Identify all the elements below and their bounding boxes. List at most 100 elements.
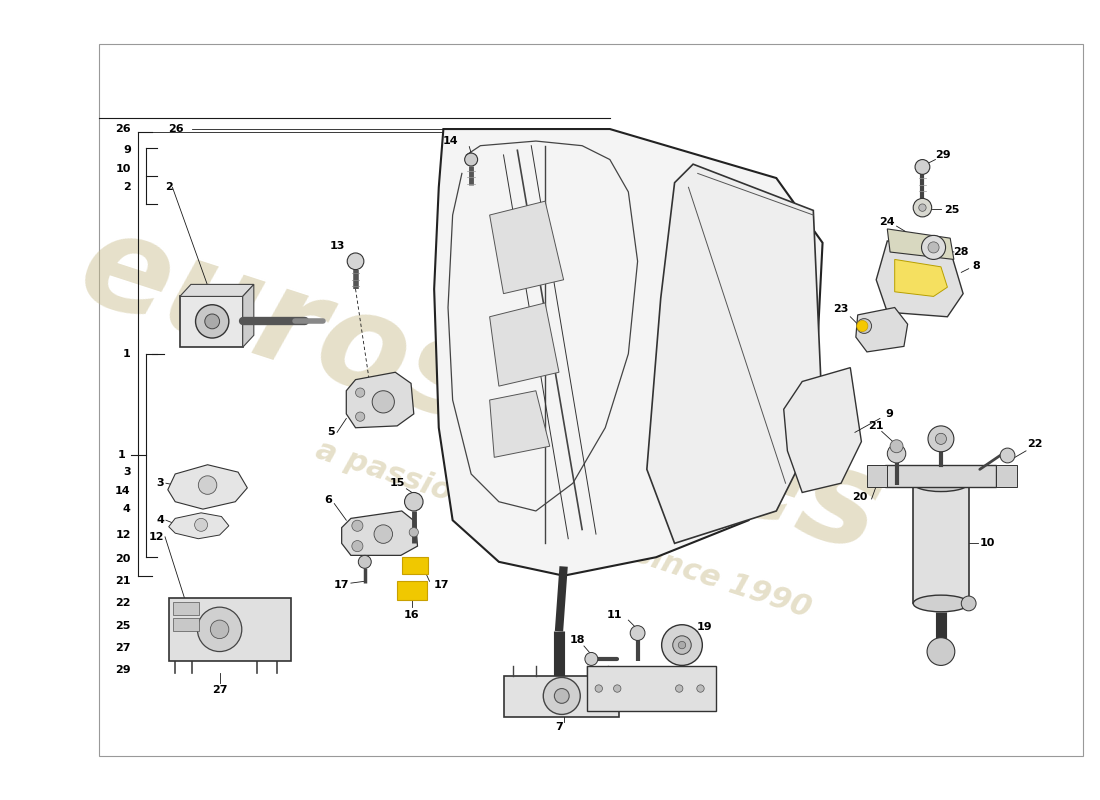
Circle shape bbox=[195, 518, 208, 531]
Text: a passion for parts since 1990: a passion for parts since 1990 bbox=[312, 435, 815, 623]
Circle shape bbox=[696, 685, 704, 692]
Text: 29: 29 bbox=[935, 150, 950, 160]
Text: 26: 26 bbox=[116, 124, 131, 134]
Circle shape bbox=[352, 520, 363, 531]
Circle shape bbox=[614, 685, 622, 692]
Text: 20: 20 bbox=[116, 554, 131, 564]
Bar bbox=[997, 465, 1016, 487]
Text: 5: 5 bbox=[327, 427, 334, 438]
Text: 28: 28 bbox=[954, 247, 969, 257]
Polygon shape bbox=[894, 259, 947, 297]
Polygon shape bbox=[168, 513, 229, 538]
Circle shape bbox=[935, 434, 946, 444]
Polygon shape bbox=[877, 241, 964, 317]
Text: 22: 22 bbox=[116, 598, 131, 609]
Circle shape bbox=[585, 653, 597, 666]
Circle shape bbox=[1000, 448, 1015, 463]
Circle shape bbox=[913, 198, 932, 217]
Circle shape bbox=[918, 204, 926, 211]
Circle shape bbox=[661, 625, 702, 666]
Text: 19: 19 bbox=[696, 622, 712, 631]
Circle shape bbox=[464, 153, 477, 166]
Circle shape bbox=[857, 318, 871, 334]
Text: 6: 6 bbox=[323, 495, 332, 505]
Circle shape bbox=[352, 541, 363, 552]
Circle shape bbox=[673, 636, 691, 654]
Circle shape bbox=[405, 493, 424, 511]
Ellipse shape bbox=[913, 475, 969, 491]
Bar bbox=[174, 618, 199, 631]
Polygon shape bbox=[783, 368, 861, 493]
Bar bbox=[913, 483, 969, 603]
Polygon shape bbox=[346, 372, 414, 428]
Circle shape bbox=[554, 689, 569, 703]
Text: 16: 16 bbox=[404, 610, 419, 619]
Circle shape bbox=[675, 685, 683, 692]
Polygon shape bbox=[342, 511, 418, 555]
Bar bbox=[397, 582, 427, 600]
Polygon shape bbox=[490, 303, 559, 386]
Circle shape bbox=[630, 626, 645, 641]
Text: 4: 4 bbox=[123, 504, 131, 514]
Bar bbox=[174, 602, 199, 614]
Polygon shape bbox=[856, 307, 908, 352]
Text: 1: 1 bbox=[118, 450, 125, 461]
Text: 9: 9 bbox=[886, 409, 893, 419]
Circle shape bbox=[198, 476, 217, 494]
Circle shape bbox=[374, 525, 393, 543]
Text: 22: 22 bbox=[1027, 439, 1043, 450]
Circle shape bbox=[679, 642, 685, 649]
Text: 17: 17 bbox=[433, 580, 449, 590]
Circle shape bbox=[210, 620, 229, 638]
Circle shape bbox=[857, 321, 868, 331]
Text: 23: 23 bbox=[834, 304, 849, 314]
Text: 13: 13 bbox=[329, 241, 344, 250]
Circle shape bbox=[355, 388, 365, 398]
Text: 1: 1 bbox=[123, 349, 131, 358]
Circle shape bbox=[355, 412, 365, 422]
Text: 4: 4 bbox=[156, 515, 164, 526]
Text: 14: 14 bbox=[443, 136, 459, 146]
Circle shape bbox=[922, 235, 946, 259]
Polygon shape bbox=[888, 229, 954, 259]
Ellipse shape bbox=[913, 595, 969, 612]
Text: 15: 15 bbox=[389, 478, 405, 488]
Text: 27: 27 bbox=[116, 643, 131, 653]
Circle shape bbox=[409, 528, 418, 537]
Circle shape bbox=[890, 440, 903, 453]
Bar bbox=[504, 675, 619, 718]
Text: 10: 10 bbox=[979, 538, 994, 548]
Circle shape bbox=[928, 242, 939, 253]
Text: eurospares: eurospares bbox=[64, 202, 896, 580]
Text: 3: 3 bbox=[123, 467, 131, 477]
Polygon shape bbox=[434, 129, 823, 576]
Circle shape bbox=[205, 314, 220, 329]
Text: 11: 11 bbox=[607, 610, 623, 619]
Text: 10: 10 bbox=[116, 164, 131, 174]
Circle shape bbox=[595, 685, 603, 692]
Circle shape bbox=[196, 305, 229, 338]
Text: 27: 27 bbox=[212, 686, 228, 695]
Circle shape bbox=[915, 159, 930, 174]
Polygon shape bbox=[647, 164, 823, 543]
Circle shape bbox=[928, 426, 954, 452]
Circle shape bbox=[359, 555, 372, 568]
Polygon shape bbox=[243, 284, 254, 347]
Text: 29: 29 bbox=[116, 665, 131, 675]
Bar bbox=[886, 465, 997, 487]
Text: 25: 25 bbox=[944, 206, 959, 215]
Text: 2: 2 bbox=[165, 182, 173, 192]
Circle shape bbox=[961, 596, 976, 611]
Text: 18: 18 bbox=[570, 635, 585, 646]
Circle shape bbox=[348, 253, 364, 270]
Text: 25: 25 bbox=[116, 621, 131, 630]
Bar bbox=[179, 297, 243, 347]
Circle shape bbox=[888, 444, 905, 463]
Bar bbox=[402, 558, 428, 574]
Polygon shape bbox=[490, 390, 550, 458]
Text: 26: 26 bbox=[168, 124, 184, 134]
Text: 14: 14 bbox=[116, 486, 131, 496]
Text: 3: 3 bbox=[156, 478, 164, 488]
Text: 9: 9 bbox=[123, 146, 131, 155]
Text: 12: 12 bbox=[116, 530, 131, 540]
